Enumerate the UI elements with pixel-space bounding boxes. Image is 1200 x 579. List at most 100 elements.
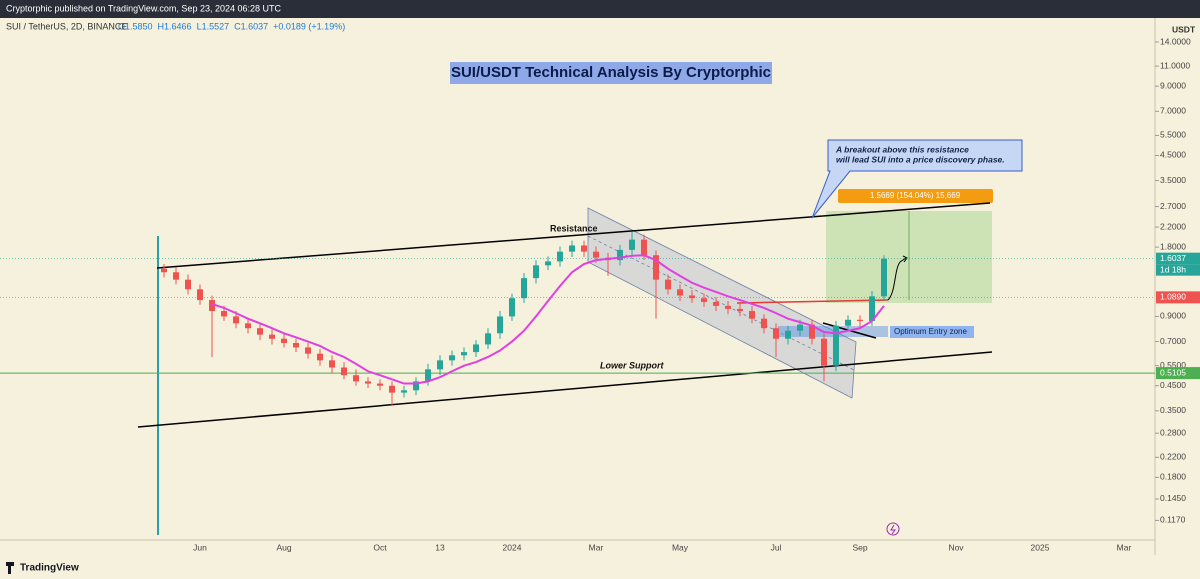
candle-body: [389, 385, 395, 393]
price-tag: [1156, 367, 1200, 380]
candle-body: [401, 390, 407, 393]
target-label: 1.5669 (154.04%) 15,669: [870, 191, 961, 200]
candle-body: [569, 245, 575, 252]
ohlc-value: O1.5850: [118, 21, 153, 31]
candle-body: [737, 308, 743, 312]
price-tag: [1156, 291, 1200, 304]
callout-line: A breakout above this resistance: [835, 144, 969, 154]
x-tick-label: 13: [435, 542, 445, 552]
y-tick-label: 1.8000: [1160, 241, 1186, 251]
footer: [0, 555, 1200, 579]
resistance-label: Resistance: [550, 223, 598, 233]
candle-body: [161, 268, 167, 273]
candle-body: [545, 261, 551, 266]
candle-body: [653, 255, 659, 280]
candle-body: [665, 279, 671, 290]
countdown: 1d 18h: [1160, 264, 1186, 274]
candle-body: [833, 325, 839, 366]
entry-label-box: [890, 326, 974, 338]
candle-body: [353, 375, 359, 382]
y-tick-label: 3.5000: [1160, 175, 1186, 185]
brand: TradingView: [20, 563, 79, 574]
publisher: Cryptorphic published on TradingView.com…: [6, 3, 281, 13]
candle-body: [269, 334, 275, 339]
candle-body: [761, 318, 767, 329]
candle-body: [785, 330, 791, 339]
ohlc-value: +0.0189 (+1.19%): [273, 21, 345, 31]
candle-body: [845, 319, 851, 326]
candle-body: [461, 352, 467, 356]
entry-label: Optimum Entry zone: [894, 327, 967, 336]
target-label-box: [838, 189, 993, 203]
candle-body: [701, 298, 707, 302]
price-tag-label: 1.6037: [1160, 253, 1186, 263]
chart-title: SUI/USDT Technical Analysis By Cryptorph…: [451, 64, 771, 81]
candle-body: [173, 272, 179, 280]
x-tick-label: Mar: [1117, 542, 1132, 552]
ohlc-value: L1.5527: [197, 21, 230, 31]
y-tick-label: 0.2800: [1160, 427, 1186, 437]
candle-body: [857, 319, 863, 321]
x-tick-label: Jun: [193, 542, 207, 552]
candle-body: [281, 338, 287, 343]
candle-body: [221, 311, 227, 317]
y-tick-label: 0.1800: [1160, 472, 1186, 482]
y-tick-label: 2.2000: [1160, 221, 1186, 231]
candle-body: [677, 289, 683, 296]
symbol: SUI / TetherUS, 2D, BINANCE: [6, 21, 127, 31]
ohlc-value: H1.6466: [158, 21, 192, 31]
y-tick-label: 2.7000: [1160, 201, 1186, 211]
x-tick-label: 2024: [503, 542, 522, 552]
candle-body: [449, 355, 455, 361]
resistance-line: [156, 202, 991, 269]
candle-body: [425, 369, 431, 382]
x-tick-label: Sep: [852, 542, 867, 552]
ohlc: O1.5850 H1.6466 L1.5527 C1.6037 +0.0189 (+1.…: [118, 21, 345, 31]
support-line: [137, 351, 993, 428]
y-tick-label: 14.0000: [1160, 36, 1191, 46]
top-bar: [0, 0, 1200, 18]
candle-body: [533, 265, 539, 279]
axis-unit: USDT: [1172, 24, 1196, 34]
title-box: [450, 62, 772, 84]
projection-arrow-head: [902, 255, 908, 263]
x-tick-label: May: [672, 542, 689, 552]
candle-body: [233, 316, 239, 324]
x-tick-label: Oct: [373, 542, 387, 552]
y-tick-label: 0.1170: [1160, 515, 1186, 525]
candle-body: [521, 278, 527, 299]
y-tick-label: 0.4500: [1160, 380, 1186, 390]
candle-body: [437, 360, 443, 370]
candle-body: [257, 328, 263, 335]
candle-body: [713, 301, 719, 306]
candle-body: [185, 279, 191, 290]
x-tick-label: 2025: [1031, 542, 1050, 552]
y-tick-label: 0.3500: [1160, 405, 1186, 415]
candle-body: [365, 381, 371, 384]
candle-body: [413, 381, 419, 391]
candle-body: [821, 338, 827, 366]
event-icon: [890, 524, 896, 535]
price-tag-label: 1.0890: [1160, 292, 1186, 302]
candle-body: [293, 342, 299, 348]
y-tick-label: 11.0000: [1160, 60, 1190, 70]
y-tick-label: 0.7000: [1160, 336, 1186, 346]
countdown-tag: [1156, 264, 1200, 276]
event-icon: [886, 522, 900, 536]
y-tick-label: 4.5000: [1160, 150, 1186, 160]
x-tick-label: Jul: [771, 542, 782, 552]
candle-body: [809, 324, 815, 339]
candle-body: [641, 239, 647, 256]
x-tick-label: Mar: [589, 542, 604, 552]
candle-body: [869, 296, 875, 321]
x-tick-label: Aug: [276, 542, 291, 552]
candle-body: [473, 344, 479, 353]
y-tick-label: 0.2200: [1160, 452, 1186, 462]
moving-average: [211, 254, 885, 385]
candle-body: [329, 360, 335, 368]
candle-body: [317, 353, 323, 361]
candle-body: [881, 258, 887, 297]
price-tag-label: 0.5105: [1160, 367, 1186, 377]
